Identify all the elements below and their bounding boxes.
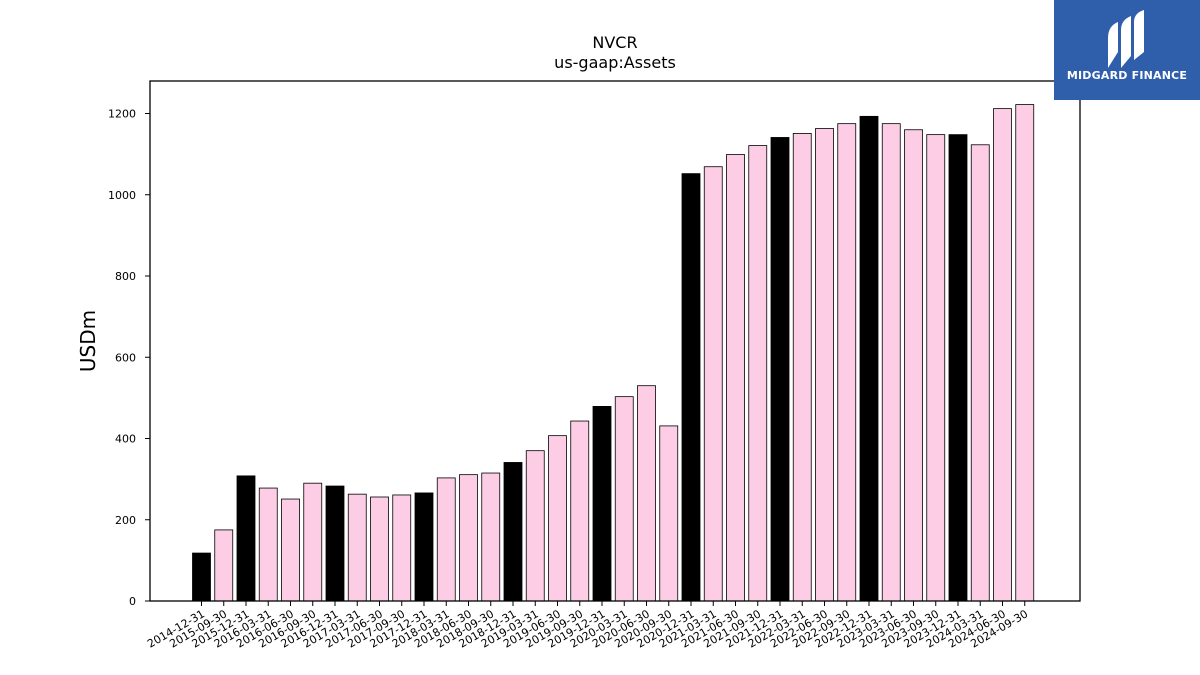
- bar-2020-03-31: [614, 396, 634, 602]
- chart-subtitle: us-gaap:Assets: [554, 53, 676, 72]
- midgard-logo-icon: [1108, 10, 1144, 68]
- bars-group: [192, 104, 1035, 602]
- y-axis: 0 200 400 600 800 1000 1200: [108, 108, 150, 608]
- bar-2019-06-30: [548, 435, 567, 602]
- bar-2021-12-31: [770, 137, 790, 602]
- bar-2023-06-30: [904, 129, 923, 602]
- bar-2022-09-30: [837, 123, 857, 602]
- bar-2018-09-30: [481, 472, 501, 602]
- bar-2018-06-30: [459, 474, 478, 602]
- bar-2016-12-31: [325, 485, 345, 602]
- bar-2024-06-30: [993, 108, 1012, 602]
- y-tick-label: 1200: [108, 108, 136, 121]
- bar-2015-09-30: [214, 529, 234, 602]
- bar-2020-06-30: [637, 385, 656, 602]
- y-tick-label: 1000: [108, 189, 136, 202]
- bar-2022-12-31: [859, 115, 879, 602]
- bar-2021-09-30: [748, 145, 768, 602]
- bar-2022-03-31: [792, 133, 812, 602]
- bar-2020-12-31: [681, 173, 701, 602]
- bar-2017-09-30: [392, 494, 412, 602]
- y-tick-label: 0: [129, 595, 136, 608]
- bar-2017-06-30: [370, 496, 389, 602]
- y-tick-label: 800: [115, 270, 136, 283]
- bar-2019-12-31: [592, 406, 612, 602]
- logo-text: MIDGARD FINANCE: [1066, 69, 1188, 82]
- bar-2015-12-31: [236, 475, 256, 602]
- bar-2023-03-31: [881, 123, 901, 602]
- bar-2021-06-30: [726, 154, 745, 602]
- bar-2016-09-30: [303, 482, 323, 602]
- bar-2016-06-30: [281, 498, 300, 602]
- x-axis: 2014-12-312015-09-302015-12-312016-03-31…: [145, 601, 1030, 651]
- bar-2017-03-31: [347, 493, 367, 602]
- y-axis-label: USDm: [76, 310, 100, 372]
- bar-2024-03-31: [970, 144, 990, 602]
- bar-2019-03-31: [525, 450, 545, 602]
- bar-2022-06-30: [815, 128, 834, 602]
- bar-2024-09-30: [1015, 104, 1035, 602]
- midgard-finance-logo: MIDGARD FINANCE: [1054, 0, 1200, 100]
- y-tick-label: 200: [115, 514, 136, 527]
- plot-frame: [149, 80, 1081, 602]
- bar-2020-09-30: [659, 425, 679, 602]
- y-tick-label: 600: [115, 351, 136, 364]
- y-tick-label: 400: [115, 433, 136, 446]
- bar-2023-12-31: [948, 134, 968, 602]
- bar-2023-09-30: [926, 134, 946, 602]
- bar-2016-03-31: [258, 487, 278, 602]
- bar-2019-09-30: [570, 420, 590, 602]
- bar-2017-12-31: [414, 492, 434, 602]
- bar-2021-03-31: [703, 166, 723, 602]
- chart-title: NVCR: [592, 33, 637, 52]
- bar-2014-12-31: [192, 552, 211, 602]
- bar-2018-12-31: [503, 462, 523, 602]
- bar-2018-03-31: [436, 477, 456, 602]
